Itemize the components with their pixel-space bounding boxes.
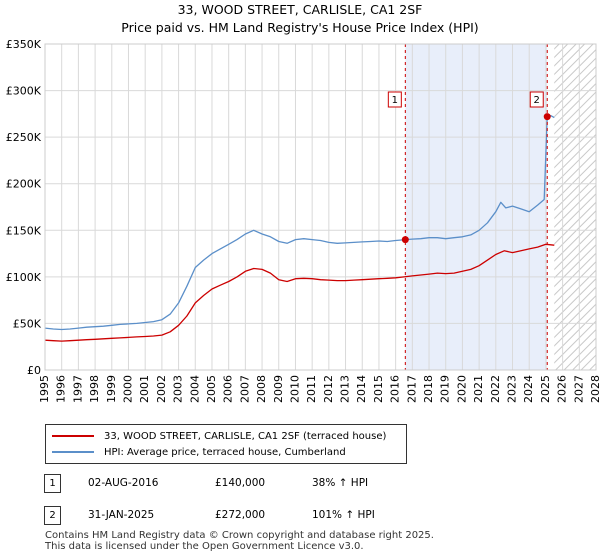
x-tick-label: 2027	[572, 375, 585, 403]
x-tick-label: 2022	[489, 375, 502, 403]
sale-point	[401, 236, 409, 244]
transaction-marker: 2	[44, 506, 61, 525]
y-tick-label: £250K	[6, 131, 42, 144]
x-tick-label: 2026	[556, 375, 569, 403]
legend: 33, WOOD STREET, CARLISLE, CA1 2SF (terr…	[45, 424, 407, 464]
x-tick-label: 2000	[121, 375, 134, 403]
x-tick-label: 1999	[105, 375, 118, 403]
x-tick-label: 2005	[205, 375, 218, 403]
ownership-shaded-region	[405, 44, 548, 370]
x-tick-label: 1995	[38, 375, 51, 403]
hpi-line	[44, 243, 555, 342]
y-tick-label: £200K	[6, 178, 42, 191]
transaction-date: 02-AUG-2016	[88, 477, 159, 489]
x-tick-label: 2017	[405, 375, 418, 403]
sale-point	[543, 113, 551, 121]
x-tick-label: 2001	[138, 375, 151, 403]
y-tick-label: £300K	[6, 85, 42, 98]
x-tick-label: 2013	[339, 375, 352, 403]
footer-copyright: Contains HM Land Registry data © Crown c…	[45, 530, 434, 541]
transaction-hpi-change: 101% ↑ HPI	[312, 509, 375, 521]
event-marker-box	[387, 91, 402, 108]
x-tick-label: 1997	[71, 375, 84, 403]
x-tick-label: 2014	[355, 375, 368, 403]
footer-licence: This data is licensed under the Open Gov…	[45, 541, 364, 552]
legend-swatch-hpi	[52, 451, 94, 453]
x-tick-label: 2020	[455, 375, 468, 403]
transaction-price: £272,000	[215, 509, 266, 521]
legend-item-hpi: HPI: Average price, terraced house, Cumb…	[52, 445, 346, 459]
x-tick-label: 1998	[88, 375, 101, 403]
legend-swatch-price	[52, 435, 94, 437]
transaction-hpi-change: 38% ↑ HPI	[312, 477, 369, 489]
forecast-hatched-region	[554, 44, 596, 370]
x-tick-label: 2006	[222, 375, 235, 403]
y-tick-label: £150K	[6, 224, 42, 237]
y-tick-label: £100K	[6, 271, 42, 284]
x-tick-label: 1996	[55, 375, 68, 403]
chart-title: 33, WOOD STREET, CARLISLE, CA1 2SF	[177, 2, 423, 17]
y-tick-label: £0	[27, 364, 41, 377]
y-tick-label: £50K	[13, 317, 42, 330]
x-tick-label: 2012	[322, 375, 335, 403]
x-tick-label: 2008	[255, 375, 268, 403]
y-tick-label: £350K	[6, 38, 42, 51]
x-tick-label: 2011	[305, 375, 318, 403]
transaction-date: 31-JAN-2025	[88, 509, 155, 521]
transaction-marker: 1	[44, 474, 61, 493]
event-marker-box	[529, 91, 544, 108]
x-tick-label: 2010	[288, 375, 301, 403]
x-tick-label: 2009	[272, 375, 285, 403]
x-tick-label: 2003	[172, 375, 185, 403]
x-tick-label: 2016	[389, 375, 402, 403]
x-tick-label: 2021	[472, 375, 485, 403]
event-marker-label: 2	[534, 95, 540, 106]
footer: Contains HM Land Registry data © Crown c…	[45, 530, 434, 552]
x-tick-label: 2024	[522, 375, 535, 403]
legend-label-price: 33, WOOD STREET, CARLISLE, CA1 2SF (terr…	[104, 430, 387, 442]
x-tick-label: 2015	[372, 375, 385, 403]
x-tick-label: 2004	[188, 375, 201, 403]
x-tick-label: 2025	[539, 375, 552, 403]
transaction-price: £140,000	[215, 477, 266, 489]
price-chart: 1 2 £0 £50K £100K £150K £200K £250K £300K £350K 1…	[6, 38, 600, 403]
chart-subtitle: Price paid vs. HM Land Registry's House …	[121, 20, 479, 35]
price-line	[44, 115, 555, 331]
plot-border	[44, 43, 597, 371]
legend-label-hpi: HPI: Average price, terraced house, Cumb…	[104, 446, 346, 458]
x-tick-label: 2007	[238, 375, 251, 403]
x-tick-label: 2019	[439, 375, 452, 403]
x-tick-label: 2018	[422, 375, 435, 403]
x-tick-label: 2028	[589, 375, 600, 403]
x-tick-label: 2023	[506, 375, 519, 403]
x-tick-label: 2002	[155, 375, 168, 403]
legend-item-price: 33, WOOD STREET, CARLISLE, CA1 2SF (terr…	[52, 429, 386, 443]
event-marker-label: 1	[392, 95, 398, 106]
